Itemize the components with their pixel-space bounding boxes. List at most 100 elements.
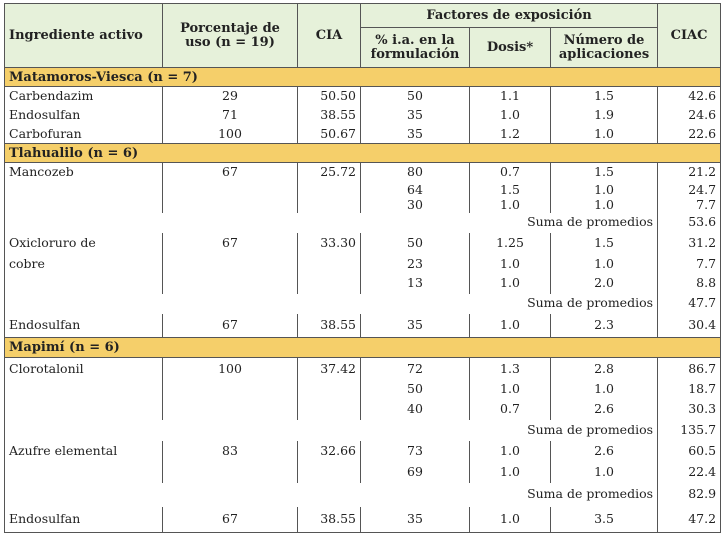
header-dosis: Dosis* xyxy=(469,27,551,68)
cell-name xyxy=(4,399,163,420)
cell-ciac: 18.7 xyxy=(657,379,722,400)
cell-ia: 73 xyxy=(360,440,470,463)
cell-dosis: 1.0 xyxy=(469,273,551,294)
suma-row: Suma de promedios 82.9 xyxy=(3,482,722,507)
cell-cia xyxy=(297,181,361,199)
cell-pct xyxy=(162,273,298,294)
cell-pct xyxy=(162,198,298,213)
cell-pct xyxy=(162,379,298,400)
cell-name: Clorotalonil xyxy=(4,357,163,380)
cell-ciac: 24.6 xyxy=(657,105,722,125)
cell-name: Endosulfan xyxy=(4,105,163,125)
cell-dosis: 1.0 xyxy=(469,313,551,338)
cell-aplic: 1.9 xyxy=(549,105,659,125)
header-ingrediente: Ingrediente activo xyxy=(4,3,163,68)
table-row: 64 1.5 1.0 24.7 xyxy=(4,181,722,199)
cell-aplic: 2.8 xyxy=(549,357,659,380)
cell-cia xyxy=(297,273,361,294)
group-mapimi: Mapimí (n = 6) xyxy=(3,337,722,358)
cell-dosis: 1.5 xyxy=(469,181,551,199)
cell-ciac: 31.2 xyxy=(657,232,722,255)
cell-cia xyxy=(297,198,361,213)
group-tlahualilo: Tlahualilo (n = 6) xyxy=(3,143,722,163)
cell-ciac: 30.4 xyxy=(657,313,722,338)
cell-pct: 100 xyxy=(162,124,298,144)
cell-dosis: 1.0 xyxy=(469,379,551,400)
cell-pct: 100 xyxy=(162,357,298,380)
suma-value: 47.7 xyxy=(657,293,722,314)
cell-aplic: 1.5 xyxy=(549,86,659,106)
suma-value: 135.7 xyxy=(657,419,722,441)
table-row: Clorotalonil 100 37.42 72 1.3 2.8 86.7 xyxy=(4,357,722,380)
cell-aplic: 1.5 xyxy=(549,162,659,182)
cell-cia xyxy=(297,379,361,400)
cell-name: Azufre elemental xyxy=(4,440,163,463)
cell-name xyxy=(4,462,163,483)
cell-name xyxy=(4,198,163,213)
cell-aplic: 3.5 xyxy=(549,506,659,533)
cell-aplic: 2.0 xyxy=(549,273,659,294)
header-pct-ia: % i.a. en la formulación xyxy=(360,27,470,68)
cell-pct: 83 xyxy=(162,440,298,463)
cell-ciac: 60.5 xyxy=(657,440,722,463)
cell-dosis: 1.0 xyxy=(469,462,551,483)
cell-ia: 72 xyxy=(360,357,470,380)
suma-label: Suma de promedios xyxy=(3,419,659,441)
table-row: Endosulfan 67 38.55 35 1.0 2.3 30.4 xyxy=(4,313,722,338)
cell-ia: 40 xyxy=(360,399,470,420)
cell-aplic: 2.6 xyxy=(549,399,659,420)
cell-ciac: 21.2 xyxy=(657,162,722,182)
group-matamoros: Matamoros-Viesca (n = 7) xyxy=(3,67,722,87)
cell-aplic: 2.3 xyxy=(549,313,659,338)
cell-pct: 67 xyxy=(162,162,298,182)
header-ciac: CIAC xyxy=(657,3,722,68)
table-row: 50 1.0 1.0 18.7 xyxy=(4,379,722,400)
cell-ia: 50 xyxy=(360,379,470,400)
table-row: cobre 23 1.0 1.0 7.7 xyxy=(4,254,722,274)
cell-ciac: 7.7 xyxy=(657,254,722,274)
suma-row: Suma de promedios 135.7 xyxy=(3,419,722,441)
table-row: 69 1.0 1.0 22.4 xyxy=(4,462,722,483)
cell-dosis: 0.7 xyxy=(469,162,551,182)
suma-value: 82.9 xyxy=(657,482,722,507)
cell-aplic: 1.0 xyxy=(549,181,659,199)
table-row: Endosulfan 67 38.55 35 1.0 3.5 47.2 xyxy=(4,506,722,533)
cell-name: Endosulfan xyxy=(4,313,163,338)
cell-cia: 38.55 xyxy=(297,313,361,338)
exposure-table: Ingrediente activo Porcentaje de uso (n … xyxy=(3,3,722,533)
header-factores: Factores de exposición xyxy=(359,3,659,28)
suma-row: Suma de promedios 47.7 xyxy=(3,293,722,314)
cell-cia: 25.72 xyxy=(297,162,361,182)
cell-name xyxy=(4,181,163,199)
cell-ia: 23 xyxy=(360,254,470,274)
cell-ia: 13 xyxy=(360,273,470,294)
cell-aplic: 2.6 xyxy=(549,440,659,463)
table-row: Mancozeb 67 25.72 80 0.7 1.5 21.2 xyxy=(4,162,722,182)
cell-pct: 29 xyxy=(162,86,298,106)
cell-aplic: 1.0 xyxy=(549,198,659,213)
cell-ia: 35 xyxy=(360,506,470,533)
cell-name xyxy=(4,273,163,294)
cell-ia: 69 xyxy=(360,462,470,483)
cell-ciac: 8.8 xyxy=(657,273,722,294)
cell-dosis: 1.3 xyxy=(469,357,551,380)
cell-ia: 35 xyxy=(360,124,470,144)
cell-ciac: 86.7 xyxy=(657,357,722,380)
cell-name: Oxicloruro de xyxy=(4,232,163,255)
cell-dosis: 1.0 xyxy=(469,506,551,533)
header-porcentaje: Porcentaje de uso (n = 19) xyxy=(162,3,298,68)
suma-row: Suma de promedios 53.6 xyxy=(3,212,722,233)
table-row: 40 0.7 2.6 30.3 xyxy=(4,399,722,420)
cell-dosis: 1.0 xyxy=(469,254,551,274)
cell-ia: 35 xyxy=(360,313,470,338)
cell-dosis: 1.25 xyxy=(469,232,551,255)
cell-pct: 71 xyxy=(162,105,298,125)
cell-ciac: 24.7 xyxy=(657,181,722,199)
table-row: Carbofuran 100 50.67 35 1.2 1.0 22.6 xyxy=(4,124,722,144)
cell-aplic: 1.0 xyxy=(549,379,659,400)
cell-pct xyxy=(162,399,298,420)
cell-pct: 67 xyxy=(162,506,298,533)
cell-dosis: 1.0 xyxy=(469,105,551,125)
cell-name: Carbendazim xyxy=(4,86,163,106)
cell-cia: 32.66 xyxy=(297,440,361,463)
